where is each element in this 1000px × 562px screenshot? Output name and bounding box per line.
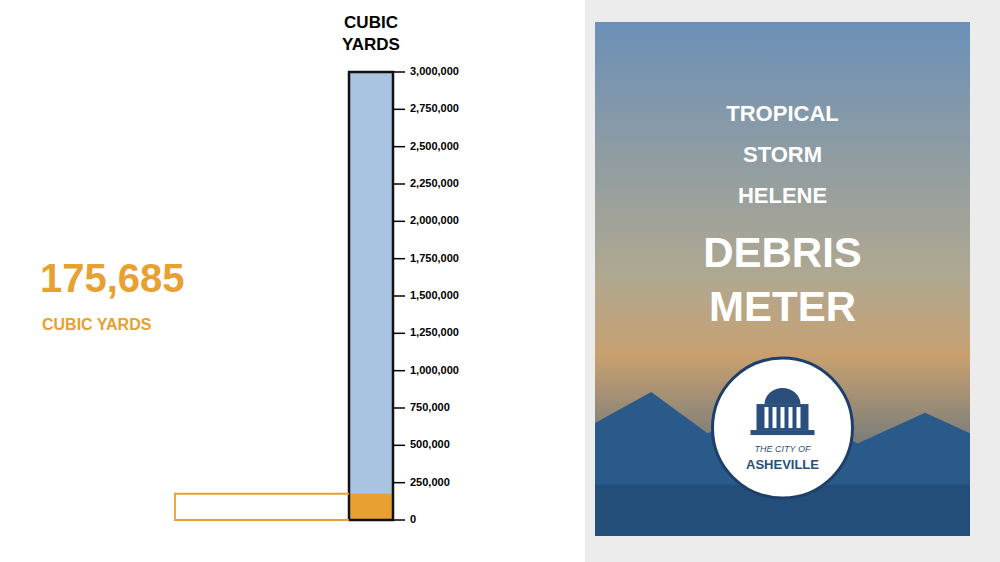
subtitle: DEBRIS METER <box>703 229 862 330</box>
logo-dome <box>765 388 801 404</box>
logo-column <box>773 407 777 428</box>
tick-label: 1,750,000 <box>410 252 459 264</box>
bracket <box>175 494 349 520</box>
title-line: HELENE <box>738 182 827 207</box>
tick <box>393 333 405 335</box>
tick-label: 2,500,000 <box>410 140 459 152</box>
mountains <box>595 392 970 536</box>
bar <box>349 494 393 520</box>
tick <box>393 109 405 111</box>
tick <box>393 71 405 73</box>
data-label: 175,685 <box>40 256 185 300</box>
tick <box>393 482 405 484</box>
axis-label-line: YARDS <box>342 35 400 54</box>
tick-label: 250,000 <box>410 476 450 488</box>
tick-label: 500,000 <box>410 438 450 450</box>
bar-track <box>349 72 393 520</box>
logo-text: THE CITY OF <box>755 444 811 454</box>
tick <box>393 445 405 447</box>
logo-building <box>757 404 809 430</box>
tick <box>393 407 405 409</box>
logo-column <box>765 407 769 428</box>
logo-column <box>789 407 793 428</box>
tick <box>393 146 405 148</box>
subtitle-line: METER <box>709 283 856 330</box>
tick-label: 0 <box>410 513 416 525</box>
tick-label: 2,750,000 <box>410 102 459 114</box>
left-panel <box>0 0 585 562</box>
tick <box>393 370 405 372</box>
logo-text: ASHEVILLE <box>746 457 819 472</box>
subtitle-line: DEBRIS <box>703 229 862 276</box>
tick-label: 2,250,000 <box>410 177 459 189</box>
tick-label: 1,000,000 <box>410 364 459 376</box>
logo-column <box>797 407 801 428</box>
tick <box>393 183 405 185</box>
axis-label-line: CUBIC <box>344 13 398 32</box>
logo-circle <box>713 358 853 498</box>
tick <box>393 258 405 260</box>
tick-label: 750,000 <box>410 401 450 413</box>
tick <box>393 519 405 521</box>
title-line: TROPICAL <box>726 100 838 125</box>
title: TROPICAL STORM HELENE <box>726 100 838 207</box>
tick <box>393 295 405 297</box>
annotation: CUBIC YARDS <box>42 316 152 333</box>
logo-column <box>781 407 785 428</box>
tick <box>393 221 405 223</box>
tick-label: 2,000,000 <box>410 214 459 226</box>
title-panel <box>595 22 970 536</box>
tick-label: 1,500,000 <box>410 289 459 301</box>
title-line: STORM <box>743 141 822 166</box>
axis-label: CUBIC YARDS <box>342 13 400 54</box>
chart: 0 250,000 500,000 750,000 1,000,000 1,250,000… <box>0 0 1000 562</box>
tick-label: 1,250,000 <box>410 326 459 338</box>
plot-area <box>349 494 393 520</box>
tick-label: 3,000,000 <box>410 65 459 77</box>
bar-border <box>349 72 393 520</box>
logo-steps <box>751 430 815 435</box>
